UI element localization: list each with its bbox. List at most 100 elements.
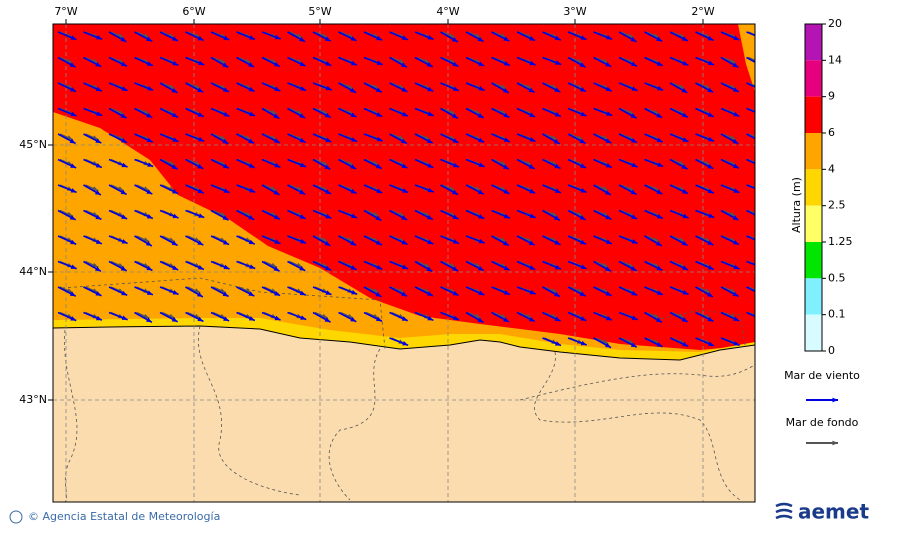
land	[53, 325, 755, 502]
arrow-head	[350, 317, 357, 322]
arrow-head	[171, 240, 178, 246]
arrow-head	[758, 291, 764, 296]
arrow-head	[351, 290, 358, 295]
arrow-head	[401, 239, 408, 245]
arrow-head	[631, 162, 638, 168]
arrow-shaft	[746, 82, 755, 88]
arrow-head	[245, 58, 252, 64]
arrow-head	[755, 288, 761, 292]
arrow-head	[299, 189, 306, 195]
arrow-head	[219, 211, 226, 217]
arrow-head	[733, 163, 739, 169]
arrow-head	[375, 292, 382, 297]
arrow-head	[733, 240, 740, 245]
arrow-head	[682, 341, 689, 347]
arrow-head	[198, 137, 205, 142]
arrow-head	[682, 213, 689, 219]
arrow-head	[605, 239, 612, 244]
arrow-head	[732, 291, 739, 297]
arrow-head	[755, 59, 761, 63]
arrow-head	[147, 86, 154, 91]
arrow-head	[631, 239, 638, 244]
colorbar-title: Altura (m)	[790, 177, 803, 233]
arrow-head	[121, 61, 127, 67]
arrow-head	[451, 37, 458, 42]
arrow-head	[223, 316, 230, 321]
border	[198, 325, 301, 496]
arrow-head	[223, 240, 230, 245]
arrow-head	[249, 111, 256, 116]
arrow-head	[554, 188, 561, 193]
arrow-head	[708, 60, 715, 65]
arrow-head	[707, 35, 714, 41]
arrow-head	[655, 317, 662, 323]
arrow-head	[92, 262, 99, 268]
arrow-head	[681, 88, 688, 93]
arrow-head	[627, 109, 634, 115]
arrow-head	[143, 313, 150, 319]
arrow-head	[401, 215, 408, 220]
arrow-head	[171, 36, 178, 41]
arrow-shaft	[746, 158, 755, 165]
arrow-head	[503, 213, 510, 219]
arrow-head	[401, 111, 408, 117]
arrow-head	[375, 240, 382, 245]
arrow-head	[758, 215, 764, 220]
arrow-head	[325, 290, 332, 295]
arrow-head	[478, 86, 485, 91]
arrow-head	[426, 291, 433, 296]
arrow-head	[121, 214, 128, 219]
arrow-head	[299, 137, 306, 143]
arrow-head	[554, 35, 561, 41]
arrow-head	[194, 288, 201, 293]
arrow-head	[503, 240, 510, 246]
colorbar-tick-label: 4	[828, 162, 835, 175]
arrow-head	[580, 264, 587, 269]
arrow-head	[656, 61, 663, 66]
arrow-head	[146, 137, 153, 143]
arrow-head	[350, 265, 357, 270]
arrow-head	[168, 84, 175, 89]
arrow-head	[503, 61, 510, 66]
arrow-head	[172, 290, 179, 295]
arrow-head	[146, 189, 153, 195]
arrow-head	[580, 87, 587, 92]
arrow-head	[707, 265, 714, 270]
arrow-head	[729, 211, 736, 217]
arrow-head	[478, 214, 485, 219]
arrow-head	[376, 35, 383, 41]
colorbar-segment	[805, 60, 822, 97]
arrow-head	[398, 211, 405, 217]
arrow-head	[452, 290, 459, 296]
arrow-head	[427, 163, 434, 168]
colorbar-tick-label: 14	[828, 53, 842, 66]
arrow-head	[248, 163, 255, 168]
arrow-head	[555, 341, 562, 346]
arrow-head	[732, 139, 739, 144]
arrow-head	[197, 35, 204, 41]
arrow-head	[274, 163, 281, 168]
arrow-head	[759, 35, 765, 39]
arrow-head	[350, 87, 357, 93]
arrow-head	[605, 315, 612, 321]
arrow-head	[656, 214, 663, 219]
arrow-head	[223, 264, 230, 270]
arrow-head	[120, 113, 127, 119]
arrow-head	[528, 164, 535, 169]
axis-labels: 7°W 6°W 5°W 4°W 3°W 2°W 45°N 44°N 43°N	[19, 5, 715, 406]
arrow-head	[172, 61, 179, 66]
arrow-head	[732, 215, 739, 221]
arrow-head	[449, 262, 456, 268]
border	[328, 348, 381, 501]
arrow-head	[376, 265, 383, 270]
arrow-head	[426, 214, 433, 220]
arrow-head	[274, 214, 280, 220]
arrow-head	[299, 36, 306, 42]
arrow-head	[682, 112, 688, 118]
arrow-head	[95, 138, 102, 144]
arrow-head	[249, 188, 256, 193]
arrow-head	[324, 112, 331, 118]
arrow-head	[630, 37, 637, 42]
arrow-head	[69, 291, 76, 297]
colorbar-segment	[805, 24, 822, 61]
